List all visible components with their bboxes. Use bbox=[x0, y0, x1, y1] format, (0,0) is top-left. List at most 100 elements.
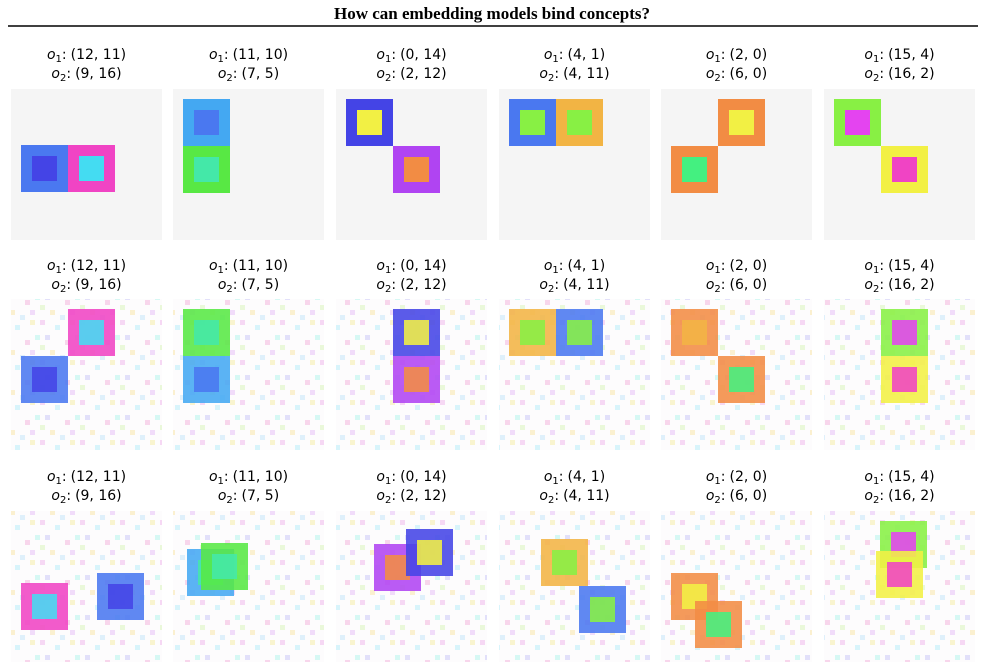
object-symbol: o bbox=[864, 277, 873, 293]
panel: o1: (15, 4)o2: (16, 2) bbox=[824, 258, 975, 450]
panel: o1: (0, 14)o2: (2, 12) bbox=[336, 258, 487, 450]
panel: o1: (12, 11)o2: (9, 16) bbox=[11, 469, 162, 662]
object-label: o1: (12, 11) bbox=[47, 47, 126, 65]
object-index: 1 bbox=[552, 54, 558, 65]
object-position: (15, 4) bbox=[888, 47, 935, 63]
object-inner bbox=[567, 110, 592, 135]
object-label: o2: (2, 12) bbox=[376, 488, 446, 506]
object-symbol: o bbox=[706, 277, 715, 293]
object-label: o1: (2, 0) bbox=[706, 258, 767, 276]
object-position: (4, 1) bbox=[568, 469, 606, 485]
object-symbol: o bbox=[376, 488, 385, 504]
panel: o1: (4, 1)o2: (4, 11) bbox=[499, 47, 650, 240]
object-inner bbox=[682, 320, 707, 345]
separator: : bbox=[879, 469, 884, 485]
image-background bbox=[499, 511, 650, 662]
object-symbol: o bbox=[544, 469, 553, 485]
object-inner bbox=[404, 320, 429, 345]
object-label: o2: (7, 5) bbox=[218, 66, 279, 84]
separator: : bbox=[62, 258, 67, 274]
separator: : bbox=[559, 469, 564, 485]
object-label: o1: (11, 10) bbox=[209, 47, 288, 65]
object-inner bbox=[729, 367, 754, 392]
object-symbol: o bbox=[706, 488, 715, 504]
separator: : bbox=[233, 66, 238, 82]
object-position: (4, 11) bbox=[563, 66, 610, 82]
object-position: (12, 11) bbox=[71, 47, 126, 63]
object-index: 1 bbox=[873, 476, 879, 487]
object-symbol: o bbox=[539, 66, 548, 82]
panel: o1: (2, 0)o2: (6, 0) bbox=[661, 258, 812, 450]
object-label: o2: (9, 16) bbox=[51, 488, 121, 506]
object-inner bbox=[590, 597, 615, 622]
object-index: 2 bbox=[226, 284, 232, 295]
object-label: o1: (0, 14) bbox=[376, 47, 446, 65]
object-index: 1 bbox=[714, 54, 720, 65]
object-inner bbox=[32, 594, 57, 619]
object-index: 1 bbox=[552, 476, 558, 487]
object-label: o2: (16, 2) bbox=[864, 66, 934, 84]
object-label: o2: (7, 5) bbox=[218, 488, 279, 506]
object-label: o1: (11, 10) bbox=[209, 469, 288, 487]
separator: : bbox=[879, 66, 884, 82]
object-label: o2: (4, 11) bbox=[539, 488, 609, 506]
object-symbol: o bbox=[209, 258, 218, 274]
object-symbol: o bbox=[47, 469, 56, 485]
separator: : bbox=[66, 66, 71, 82]
separator: : bbox=[879, 277, 884, 293]
object-index: 2 bbox=[385, 495, 391, 506]
separator: : bbox=[233, 277, 238, 293]
separator: : bbox=[879, 47, 884, 63]
object-position: (4, 11) bbox=[563, 277, 610, 293]
object-index: 2 bbox=[714, 73, 720, 84]
object-position: (7, 5) bbox=[242, 277, 280, 293]
object-symbol: o bbox=[376, 258, 385, 274]
object-label: o1: (4, 1) bbox=[544, 258, 605, 276]
object-inner bbox=[194, 157, 219, 182]
object-inner bbox=[404, 157, 429, 182]
object-label: o2: (7, 5) bbox=[218, 277, 279, 295]
object-label: o2: (6, 0) bbox=[706, 277, 767, 295]
object-index: 1 bbox=[385, 265, 391, 276]
panel: o1: (4, 1) o2: (4, 11) bbox=[499, 469, 650, 662]
object-position: (12, 11) bbox=[71, 258, 126, 274]
object-label: o2: (4, 11) bbox=[539, 277, 609, 295]
object-inner bbox=[32, 156, 57, 181]
separator: : bbox=[391, 258, 396, 274]
object-label: o1: (15, 4) bbox=[864, 258, 934, 276]
object-position: (11, 10) bbox=[233, 469, 288, 485]
object-label: o2: (2, 12) bbox=[376, 277, 446, 295]
object-symbol: o bbox=[209, 469, 218, 485]
separator: : bbox=[721, 66, 726, 82]
panel: o1: (2, 0)o2: (6, 0) bbox=[661, 469, 812, 662]
object-label: o1: (4, 1) bbox=[544, 47, 605, 65]
panel: o1: (12, 11)o2: (9, 16) bbox=[11, 258, 162, 450]
object-symbol: o bbox=[544, 258, 553, 274]
object-index: 2 bbox=[226, 495, 232, 506]
object-symbol: o bbox=[706, 47, 715, 63]
object-symbol: o bbox=[706, 258, 715, 274]
object-index: 2 bbox=[60, 495, 66, 506]
separator: : bbox=[391, 469, 396, 485]
separator: : bbox=[554, 66, 559, 82]
separator: : bbox=[233, 488, 238, 504]
object-index: 1 bbox=[56, 265, 62, 276]
panel: o1: (12, 11)o2: (9, 16) bbox=[11, 47, 162, 240]
object-symbol: o bbox=[376, 66, 385, 82]
separator: : bbox=[391, 66, 396, 82]
object-position: (7, 5) bbox=[242, 66, 280, 82]
separator: : bbox=[554, 277, 559, 293]
object-symbol: o bbox=[864, 47, 873, 63]
object-index: 1 bbox=[56, 476, 62, 487]
object-inner bbox=[552, 550, 577, 575]
separator: : bbox=[721, 488, 726, 504]
object-position: (9, 16) bbox=[75, 277, 122, 293]
separator: : bbox=[66, 488, 71, 504]
object-label: o1: (15, 4) bbox=[864, 469, 934, 487]
object-symbol: o bbox=[47, 258, 56, 274]
object-symbol: o bbox=[47, 47, 56, 63]
object-position: (9, 16) bbox=[75, 66, 122, 82]
object-index: 2 bbox=[385, 73, 391, 84]
object-index: 2 bbox=[226, 73, 232, 84]
